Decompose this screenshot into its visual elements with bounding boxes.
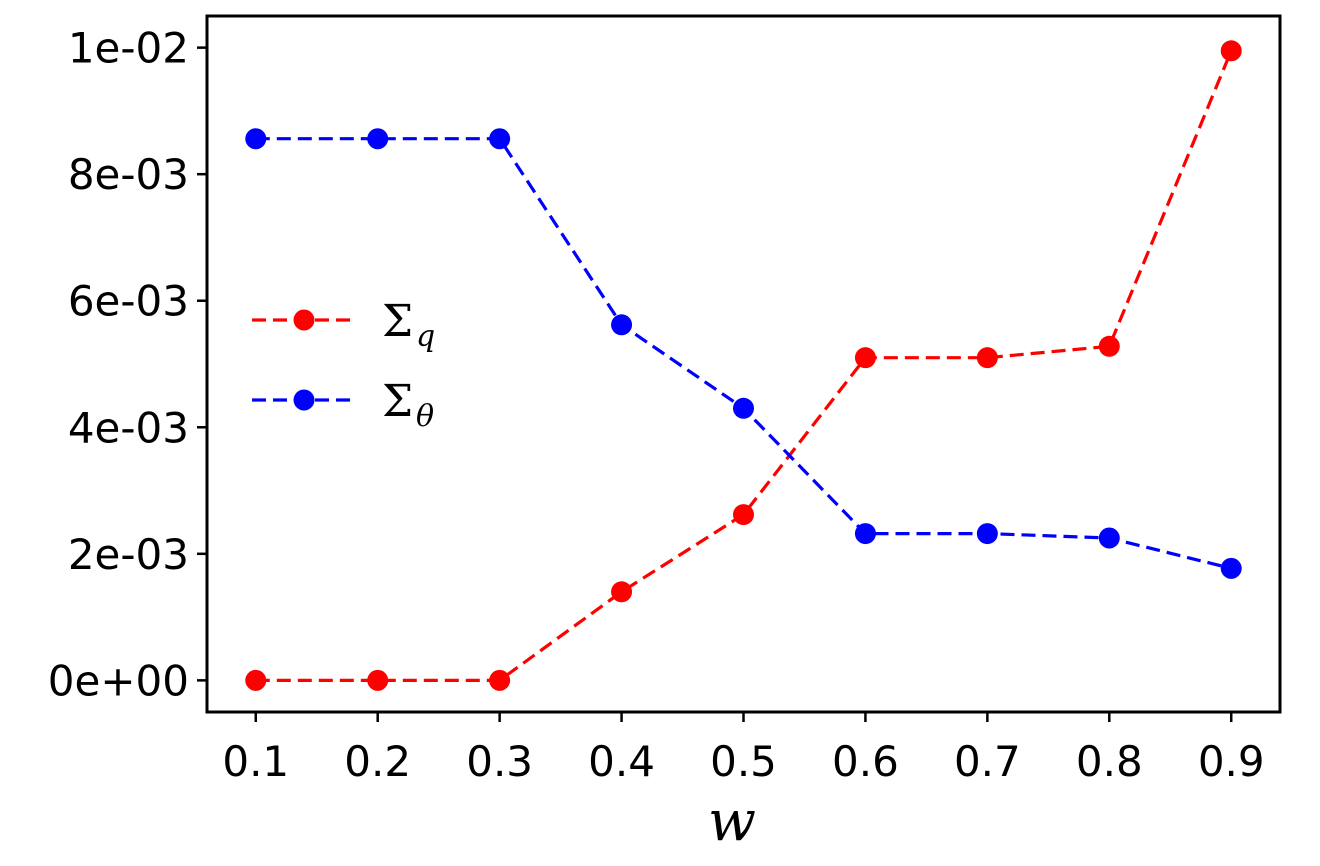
y-tick-label: 4e-03 — [68, 403, 189, 452]
legend-label: Σ — [382, 376, 413, 427]
plot-area-frame — [205, 14, 1282, 714]
x-tick-label: 0.8 — [1076, 737, 1143, 786]
data-point — [611, 314, 633, 336]
x-tick-label: 0.9 — [1198, 737, 1265, 786]
x-tick-label: 0.2 — [344, 737, 411, 786]
series-0 — [245, 40, 1242, 691]
data-point — [976, 523, 998, 545]
x-axis-title: w — [708, 789, 756, 854]
x-tick-label: 0.5 — [710, 737, 777, 786]
legend-label-subscript: q — [416, 319, 435, 354]
x-tick-label: 0.7 — [954, 737, 1021, 786]
legend-label: Σ — [382, 296, 413, 347]
legend-marker — [293, 309, 315, 331]
data-point — [245, 128, 267, 150]
data-point — [1220, 557, 1242, 579]
data-point — [1098, 527, 1120, 549]
data-point — [489, 669, 511, 691]
y-tick-label: 8e-03 — [68, 150, 189, 199]
x-tick-label: 0.6 — [832, 737, 899, 786]
series-1 — [245, 128, 1242, 579]
series-line — [255, 137, 1232, 570]
data-point — [367, 669, 389, 691]
y-tick-label: 1e-02 — [68, 24, 189, 73]
legend-marker — [293, 389, 315, 411]
y-tick-label: 2e-03 — [68, 530, 189, 579]
data-point — [489, 128, 511, 150]
data-point — [245, 669, 267, 691]
data-point — [611, 581, 633, 603]
series-line — [255, 50, 1233, 683]
data-point — [733, 397, 754, 419]
x-tick-label: 0.4 — [588, 737, 655, 786]
y-tick-label: 0e+00 — [48, 656, 189, 705]
y-tick-label: 6e-03 — [68, 277, 189, 326]
x-axis: 0.1 0.2 0.3 0.4 0.5 0.6 0.7 0.8 0.9 — [222, 712, 1265, 786]
data-point — [1098, 335, 1120, 357]
data-point — [733, 504, 754, 526]
data-point — [367, 128, 389, 150]
data-point — [976, 347, 998, 369]
y-axis: 0e+00 2e-03 4e-03 6e-03 8e-03 1e-02 — [48, 24, 207, 705]
data-point — [854, 347, 876, 369]
data-point — [854, 523, 876, 545]
legend-label-subscript: θ — [416, 399, 434, 434]
data-point — [1220, 40, 1242, 62]
x-tick-label: 0.3 — [466, 737, 533, 786]
series-layer — [245, 40, 1242, 691]
x-tick-label: 0.1 — [222, 737, 289, 786]
